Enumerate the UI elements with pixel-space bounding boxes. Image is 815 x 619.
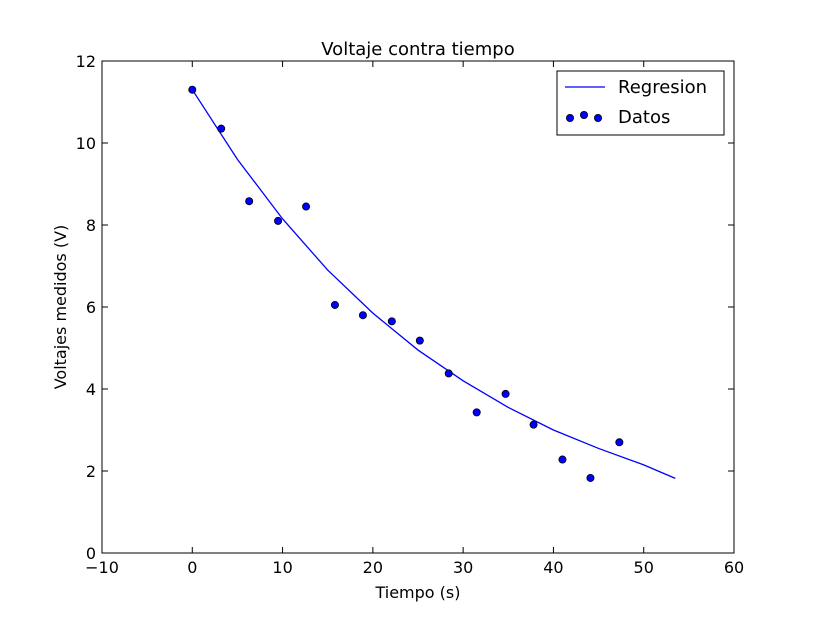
data-point (330, 300, 339, 309)
legend-box (556, 70, 725, 136)
y-tick-label: 2 (86, 462, 96, 481)
x-tick-label: 50 (634, 558, 654, 577)
legend-label: Datos (618, 107, 670, 128)
data-point (415, 336, 424, 345)
y-tick-label: 10 (76, 134, 96, 153)
data-point (217, 124, 226, 133)
data-point (274, 216, 283, 225)
legend-marker-swatch (594, 114, 603, 123)
data-point (472, 408, 481, 417)
chart-title: Voltaje contra tiempo (321, 39, 514, 60)
data-point (529, 420, 538, 429)
x-tick-label: 30 (453, 558, 473, 577)
x-tick-label: 60 (724, 558, 744, 577)
legend: Regresion Datos (556, 70, 725, 136)
data-point (558, 455, 567, 464)
y-tick-label: 12 (76, 52, 96, 71)
x-tick-label: −10 (85, 558, 119, 577)
data-point (302, 202, 311, 211)
data-point (245, 197, 254, 206)
x-axis-label: Tiempo (s) (374, 583, 460, 602)
legend-label: Regresion (618, 77, 707, 98)
x-tick-label: 20 (363, 558, 383, 577)
y-tick-label: 4 (86, 380, 96, 399)
data-point (444, 369, 453, 378)
regression-line (191, 89, 676, 479)
legend-marker-swatch (566, 114, 575, 123)
x-tick-label: 10 (272, 558, 292, 577)
data-point (586, 473, 595, 482)
y-tick-label: 6 (86, 298, 96, 317)
y-axis-label: Voltajes medidos (V) (51, 225, 70, 390)
data-point (501, 389, 510, 398)
y-tick-label: 8 (86, 216, 96, 235)
y-tick-label: 0 (86, 544, 96, 563)
data-point (358, 311, 367, 320)
legend-marker-swatch (580, 111, 589, 120)
x-tick-label: 40 (543, 558, 563, 577)
plot-area (188, 85, 676, 482)
data-point (615, 438, 624, 447)
data-point (387, 317, 396, 326)
data-point (188, 85, 197, 94)
x-tick-label: 0 (187, 558, 197, 577)
